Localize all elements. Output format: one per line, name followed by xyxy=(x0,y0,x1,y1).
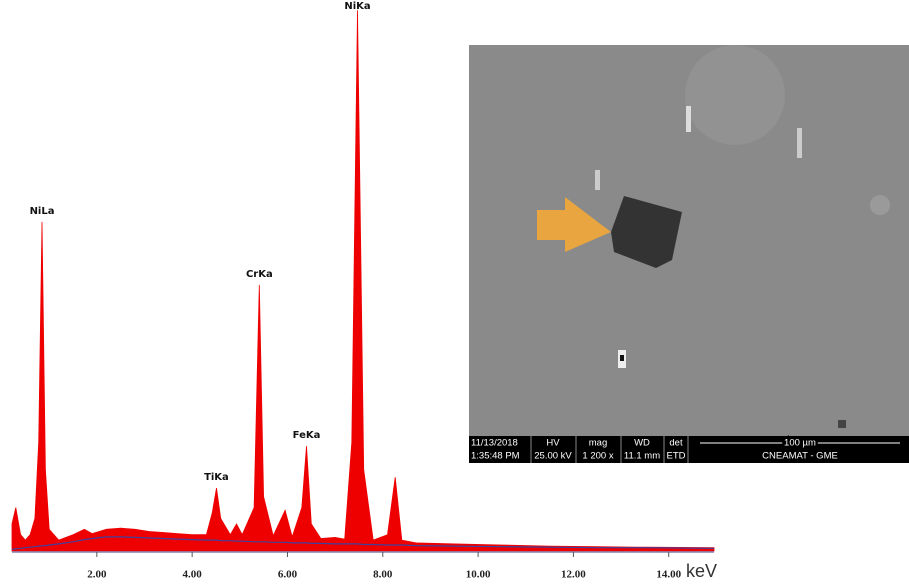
chart: keV 11/13/2018 1:35:48 PM HV 25.00 kV ma… xyxy=(0,0,909,584)
sem-feature xyxy=(838,420,846,428)
peak-label: FeKa xyxy=(293,430,321,441)
lab: CNEAMAT - GME xyxy=(762,451,838,462)
page: keV 11/13/2018 1:35:48 PM HV 25.00 kV ma… xyxy=(0,0,909,584)
time: 1:35:48 PM xyxy=(471,451,520,462)
wd-label: WD xyxy=(634,438,650,449)
sem-feature xyxy=(870,195,890,215)
det: ETD xyxy=(667,451,686,462)
det-label: det xyxy=(669,438,683,449)
scale-label: 100 µm xyxy=(784,438,816,449)
peak-label: NiLa xyxy=(30,206,55,217)
sem-image: 11/13/2018 1:35:48 PM HV 25.00 kV mag 1 … xyxy=(469,45,909,463)
peak-label: TiKa xyxy=(204,472,229,483)
date: 11/13/2018 xyxy=(471,438,518,449)
sem-feature xyxy=(797,128,802,158)
peak-label: NiKa xyxy=(344,1,370,12)
wd: 11.1 mm xyxy=(624,451,660,462)
hv: 25.00 kV xyxy=(534,451,572,462)
sem-feature xyxy=(685,45,785,145)
mag: 1 200 x xyxy=(582,451,613,462)
x-tick-label: 8.00 xyxy=(373,569,393,581)
x-unit: keV xyxy=(686,561,717,581)
x-tick-label: 6.00 xyxy=(278,569,298,581)
hv-label: HV xyxy=(546,438,560,449)
peak-label: CrKa xyxy=(246,269,273,280)
sem-feature xyxy=(620,355,624,361)
x-tick-label: 10.00 xyxy=(466,569,491,581)
x-tick-label: 4.00 xyxy=(183,569,203,581)
x-tick-label: 12.00 xyxy=(561,569,586,581)
sem-feature xyxy=(686,106,691,132)
mag-label: mag xyxy=(589,438,607,449)
sem-feature xyxy=(595,170,600,190)
x-tick-label: 2.00 xyxy=(87,569,107,581)
x-tick-label: 14.00 xyxy=(656,569,681,581)
